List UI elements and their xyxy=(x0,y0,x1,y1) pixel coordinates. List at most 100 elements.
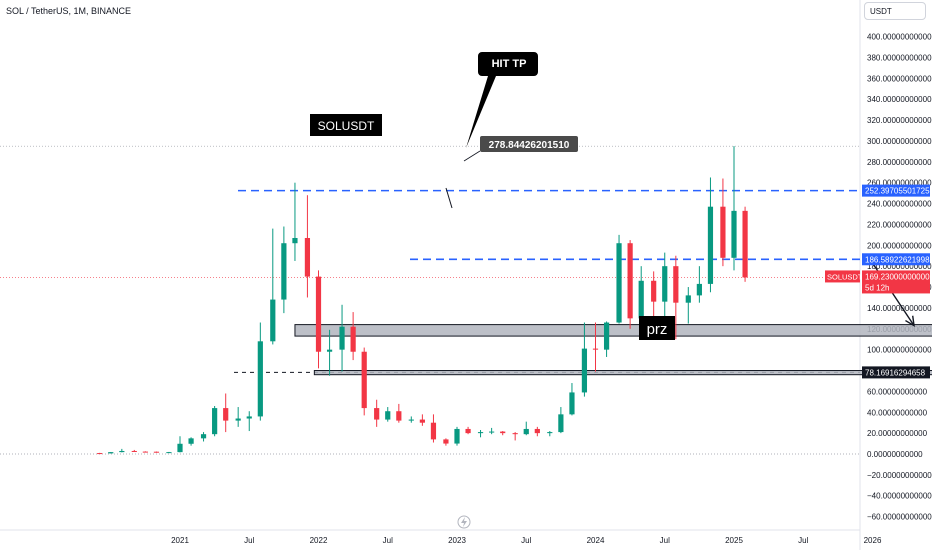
time-tick-label: Jul xyxy=(660,536,670,545)
candle-down xyxy=(651,280,657,302)
ath-label-box xyxy=(480,136,578,152)
price-tick-label: 180.00000000000 xyxy=(867,262,932,271)
candle-down xyxy=(153,451,160,453)
candle-down xyxy=(720,206,726,258)
price-tick-label: 320.00000000000 xyxy=(867,116,932,125)
time-tick-label: 2021 xyxy=(171,536,189,545)
candle-up xyxy=(477,432,484,434)
price-tick-label: 40.00000000000 xyxy=(867,408,928,417)
candle-down xyxy=(97,453,103,455)
title-box xyxy=(310,114,382,136)
price-tick-label: 380.00000000000 xyxy=(867,53,932,62)
candle-up xyxy=(685,295,691,303)
time-tick-label: 2026 xyxy=(864,536,882,545)
candle-down xyxy=(512,433,518,435)
logo-icon xyxy=(457,515,471,529)
hit-tp-text: HIT TP xyxy=(492,58,527,70)
candle-up xyxy=(408,419,414,421)
candle-down xyxy=(361,351,367,409)
arrow-head xyxy=(905,315,915,327)
candle-down xyxy=(592,348,599,350)
candle-up xyxy=(558,414,564,433)
time-tick-label: Jul xyxy=(383,536,393,545)
candle-up xyxy=(662,266,668,302)
prz-label-box xyxy=(639,316,675,340)
candle-down xyxy=(443,439,449,444)
currency-button[interactable]: USDT xyxy=(864,2,926,20)
prz-label-text: prz xyxy=(647,321,668,338)
time-tick-label: Jul xyxy=(244,536,254,545)
time-tick-label: 2025 xyxy=(725,536,743,545)
current-symbol-tag xyxy=(825,270,860,283)
candle-up xyxy=(339,326,345,350)
current-price-text: 169.23000000000 xyxy=(865,272,930,281)
current-symbol-text: SOLUSDT xyxy=(827,272,863,281)
price-tick-label: 300.00000000000 xyxy=(867,137,932,146)
candle-up xyxy=(246,416,252,419)
price-tag xyxy=(862,184,930,197)
candle-down xyxy=(534,428,540,434)
candle-up xyxy=(581,348,588,393)
symbol-header: SOL / TetherUS, 1M, BINANCE xyxy=(6,6,132,16)
price-tick-label: −20.00000000000 xyxy=(867,471,932,480)
candle-up xyxy=(707,206,714,284)
price-tag xyxy=(862,253,930,266)
time-tick-label: 2022 xyxy=(310,536,328,545)
candle-up xyxy=(731,210,737,258)
candle-down xyxy=(315,276,322,352)
candle-up xyxy=(257,341,263,417)
price-tag-text: 186.58922621998 xyxy=(865,255,930,264)
price-tick-label: 140.00000000000 xyxy=(867,304,932,313)
candle-down xyxy=(673,266,679,303)
countdown-text: 5d 12h xyxy=(865,283,889,292)
candle-up xyxy=(547,432,553,434)
candle-down xyxy=(627,243,633,319)
price-tick-label: 220.00000000000 xyxy=(867,220,932,229)
candle-up xyxy=(270,299,276,342)
price-tick-label: 280.00000000000 xyxy=(867,158,932,167)
price-tag xyxy=(862,366,930,379)
ath-label-text: 278.84426201510 xyxy=(489,140,570,151)
pointer-line xyxy=(445,187,453,209)
candle-down xyxy=(350,326,356,352)
candle-down xyxy=(500,431,506,434)
hit-tp-callout xyxy=(466,52,538,148)
bolt-icon xyxy=(461,517,467,527)
candle-up xyxy=(569,392,575,415)
current-price-tag xyxy=(862,270,930,294)
time-tick-label: 2023 xyxy=(448,536,466,545)
candle-up xyxy=(166,452,172,454)
candle-down xyxy=(374,408,380,420)
price-tick-label: 340.00000000000 xyxy=(867,95,932,104)
candle-down xyxy=(396,411,402,421)
price-tick-label: 20.00000000000 xyxy=(867,429,928,438)
candle-up xyxy=(489,431,495,433)
candle-down xyxy=(304,237,311,277)
candle-down xyxy=(742,210,748,278)
ath-pointer xyxy=(463,150,481,162)
candle-down xyxy=(142,451,148,453)
candle-up xyxy=(188,438,194,444)
candle-down xyxy=(419,419,425,423)
time-tick-label: Jul xyxy=(521,536,531,545)
price-tick-label: 240.00000000000 xyxy=(867,200,932,209)
candle-up xyxy=(235,418,241,421)
candle-up xyxy=(177,443,183,453)
candle-up xyxy=(696,283,702,296)
price-tag-text: 252.39705501725 xyxy=(865,187,930,196)
candle-up xyxy=(200,434,207,439)
candle-down xyxy=(430,422,437,440)
candle-up xyxy=(385,411,391,420)
candle-up xyxy=(212,408,218,435)
support-zone xyxy=(313,370,932,376)
candle-up xyxy=(454,428,460,444)
title-box-text: SOLUSDT xyxy=(318,119,375,133)
candle-down xyxy=(131,450,137,452)
time-tick-label: 2024 xyxy=(587,536,605,545)
price-tick-label: 200.00000000000 xyxy=(867,241,932,250)
candle-up xyxy=(292,237,298,244)
candle-up xyxy=(281,243,287,300)
candle-up xyxy=(616,243,622,323)
